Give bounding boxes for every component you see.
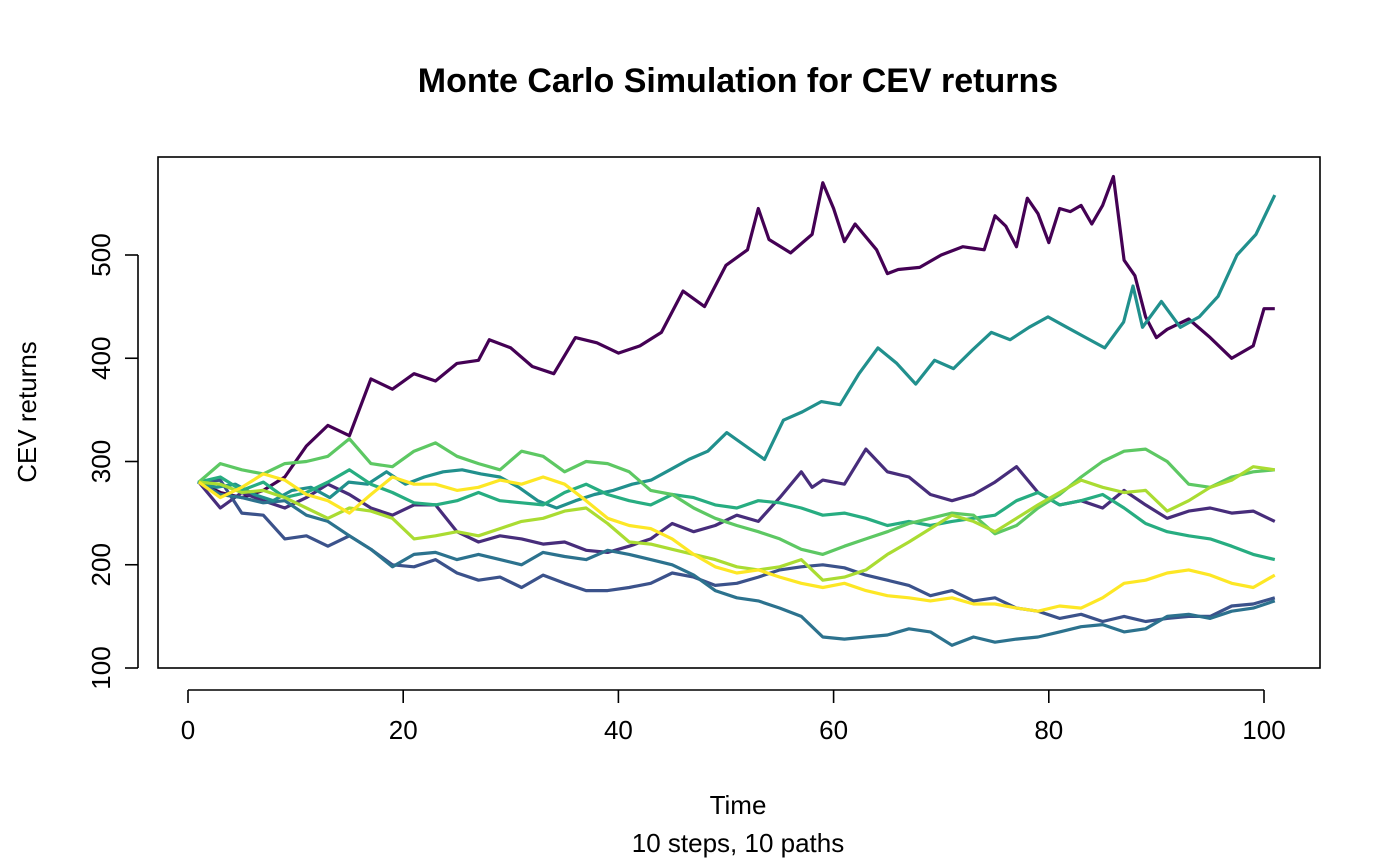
y-axis-label: CEV returns: [12, 341, 42, 483]
series-line-5: [197, 194, 1277, 510]
y-tick-label: 200: [86, 543, 116, 586]
y-axis: 100 200 300 400 500: [86, 233, 139, 690]
series-line-7: [197, 437, 1275, 556]
series-layer: [197, 174, 1277, 647]
x-tick-label: 100: [1242, 715, 1285, 745]
x-tick-label: 60: [819, 715, 848, 745]
x-axis-sublabel: 10 steps, 10 paths: [632, 828, 844, 858]
x-tick-label: 0: [181, 715, 195, 745]
series-line-9: [197, 472, 1276, 613]
series-line-2: [197, 447, 1276, 554]
series-line-4: [198, 480, 1276, 647]
x-tick-label: 40: [604, 715, 633, 745]
series-line-8: [198, 465, 1276, 582]
x-tick-label: 20: [389, 715, 418, 745]
chart-title: Monte Carlo Simulation for CEV returns: [418, 62, 1058, 100]
plot-area-frame: [157, 156, 1321, 669]
series-line-1: [198, 174, 1275, 500]
x-axis: 0 20 40 60 80 100: [181, 689, 1286, 745]
y-tick-label: 500: [86, 233, 116, 276]
x-axis-label: Time: [710, 790, 767, 820]
y-tick-label: 400: [86, 337, 116, 380]
y-tick-label: 300: [86, 440, 116, 483]
x-tick-label: 80: [1034, 715, 1063, 745]
y-tick-label: 100: [86, 646, 116, 689]
